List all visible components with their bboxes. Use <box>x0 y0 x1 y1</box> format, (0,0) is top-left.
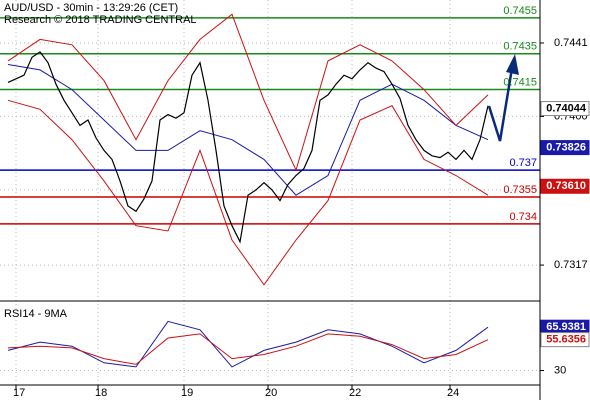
price-tag <box>540 332 590 348</box>
price-tag-label: 0.73610 <box>546 180 586 192</box>
level-label: 0.7355 <box>503 184 537 196</box>
price-tag-label: 55.6356 <box>546 334 586 346</box>
price-tag-label: 0.74044 <box>546 102 587 114</box>
price-line <box>7 51 489 244</box>
x-tick-label: 17 <box>13 387 25 399</box>
x-tick-label: 22 <box>349 387 361 399</box>
price-tag-label: 0.73826 <box>546 141 586 153</box>
plot-layer <box>0 0 540 385</box>
chart-title: AUD/USD - 30min - 13:29:26 (CET) <box>4 2 178 14</box>
rsi-title: RSI14 - 9MA <box>4 308 68 320</box>
y-tick-label: 30 <box>554 364 566 376</box>
level-label: 0.7435 <box>503 41 537 53</box>
x-tick-label: 19 <box>181 387 193 399</box>
y-tick-label: 0.7317 <box>554 259 588 271</box>
rsi-line <box>7 320 489 368</box>
rsi-line <box>7 333 489 365</box>
price-tag <box>540 178 590 194</box>
price-tag <box>540 140 590 156</box>
indicator-line <box>7 99 489 286</box>
x-tick-label: 20 <box>265 387 277 399</box>
level-label: 0.7415 <box>503 76 537 88</box>
indicator-line <box>7 13 489 172</box>
price-tag-label: 65.9381 <box>546 321 586 333</box>
forecast-arrow-head <box>506 54 519 75</box>
x-tick-label: 24 <box>447 387 459 399</box>
level-label: 0.7455 <box>503 5 537 17</box>
y-tick-label: 0.7441 <box>554 37 588 49</box>
indicator-line <box>7 64 489 196</box>
forecast-arrow <box>487 67 514 142</box>
chart-subtitle: Research © 2018 TRADING CENTRAL <box>4 14 197 26</box>
level-label: 0.737 <box>509 157 537 169</box>
price-tag <box>540 101 590 117</box>
level-label: 0.734 <box>509 211 537 223</box>
x-tick-label: 18 <box>95 387 107 399</box>
